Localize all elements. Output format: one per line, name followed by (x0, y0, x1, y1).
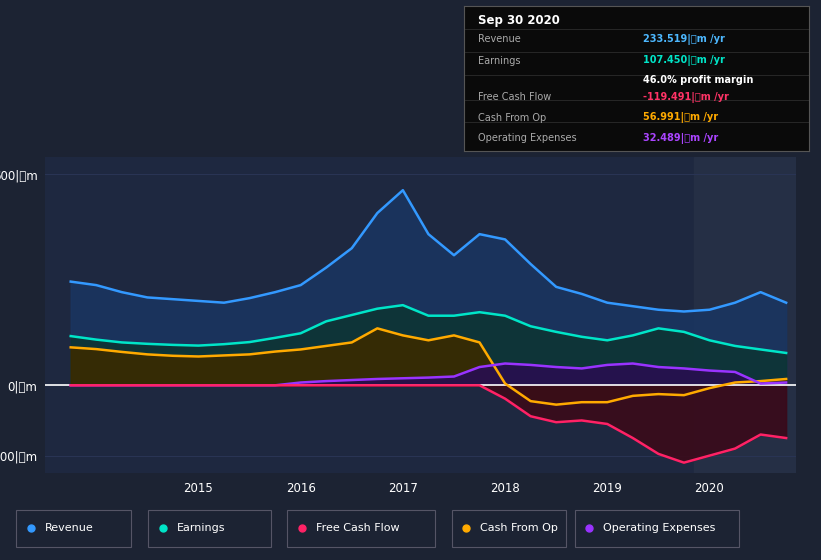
Text: Cash From Op: Cash From Op (480, 522, 558, 533)
Text: Revenue: Revenue (478, 34, 521, 44)
Text: Earnings: Earnings (478, 56, 521, 66)
Text: 56.991|สm /yr: 56.991|สm /yr (643, 112, 718, 123)
Text: Free Cash Flow: Free Cash Flow (478, 92, 551, 102)
Text: 46.0% profit margin: 46.0% profit margin (643, 75, 754, 85)
Text: Revenue: Revenue (45, 522, 94, 533)
Bar (695, 157, 796, 473)
Text: 32.489|สm /yr: 32.489|สm /yr (643, 133, 718, 143)
Text: Cash From Op: Cash From Op (478, 113, 546, 123)
Text: 233.519|สm /yr: 233.519|สm /yr (643, 34, 725, 45)
Text: Free Cash Flow: Free Cash Flow (316, 522, 400, 533)
Text: Operating Expenses: Operating Expenses (603, 522, 716, 533)
Text: Operating Expenses: Operating Expenses (478, 133, 576, 143)
Text: Earnings: Earnings (177, 522, 225, 533)
Text: Sep 30 2020: Sep 30 2020 (478, 15, 560, 27)
Text: -119.491|สm /yr: -119.491|สm /yr (643, 92, 729, 103)
Text: 107.450|สm /yr: 107.450|สm /yr (643, 55, 725, 67)
